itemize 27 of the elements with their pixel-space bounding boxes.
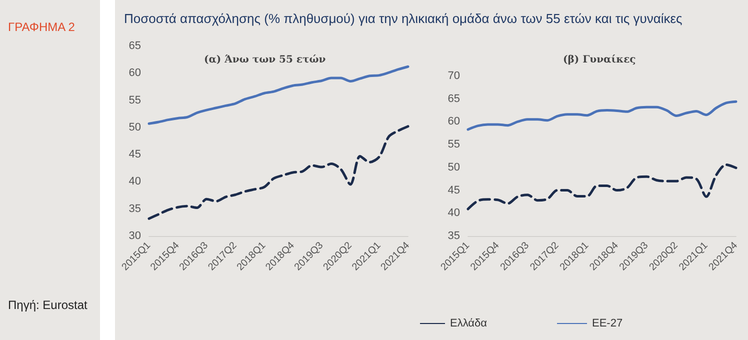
y-tick-label: 40 [448, 207, 460, 220]
chart-title: (β) Γυναίκες [563, 54, 636, 66]
y-tick-label: 65 [448, 92, 460, 105]
y-tick-label: 50 [128, 121, 141, 134]
text: ΓΡΑΦΗΜΑ 2 [8, 20, 75, 34]
y-tick-label: 45 [128, 148, 141, 161]
y-tick-label: 55 [128, 94, 141, 106]
y-tick-label: 35 [448, 230, 460, 242]
y-tick-label: 55 [448, 138, 460, 151]
legend-label: ΕΕ-27 [592, 318, 623, 330]
text: Πηγή: Eurostat [8, 298, 88, 312]
y-tick-label: 70 [448, 70, 460, 82]
y-tick-label: 40 [128, 176, 141, 188]
line-series [466, 163, 738, 210]
text: (α) Άνω των 55 ετών [204, 54, 326, 66]
y-tick-label: 45 [448, 184, 460, 196]
y-tick-label: 65 [128, 40, 141, 52]
y-tick-label: 60 [128, 67, 141, 80]
text: Ποσοστά απασχόλησης (% πληθυσμού) για την ηλικιακή ομάδα άνω των 55 ετών και τις γυναίκες [124, 11, 682, 26]
line-series [148, 125, 410, 220]
line-series [148, 65, 410, 125]
y-tick-label: 50 [448, 161, 460, 174]
legend-label: Ελλάδα [450, 318, 488, 330]
y-tick-label: 60 [448, 116, 460, 128]
y-tick-label: 35 [128, 202, 141, 215]
y-tick-label: 30 [128, 230, 141, 242]
line-series [466, 100, 738, 131]
